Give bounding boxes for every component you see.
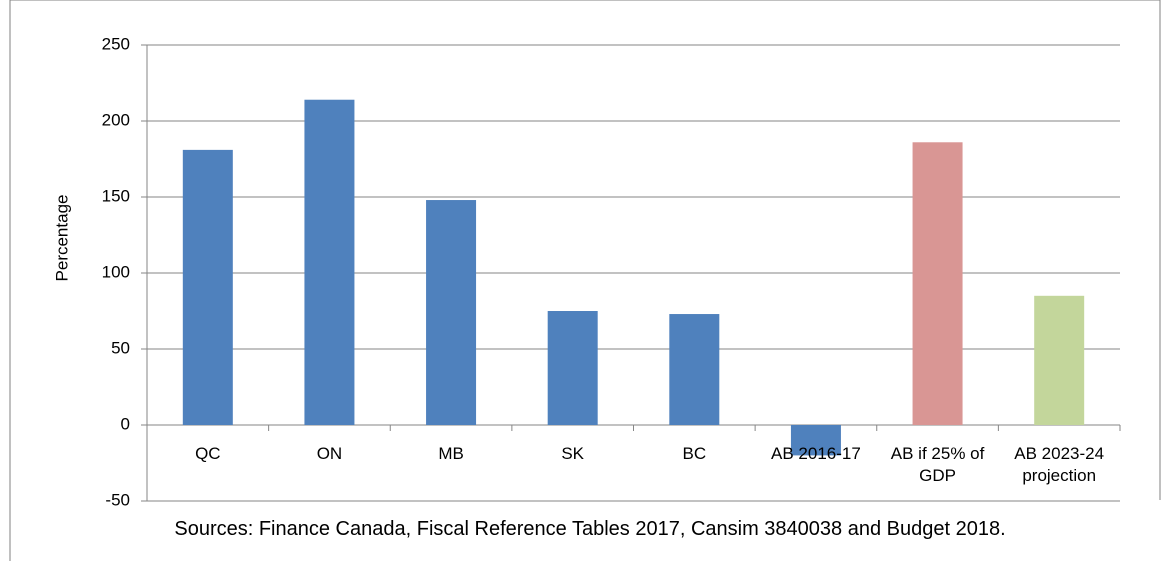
x-tick-label: MB bbox=[438, 444, 464, 463]
bar bbox=[669, 314, 720, 425]
bar bbox=[547, 311, 598, 425]
x-tick-label: AB 2023-24 projection bbox=[1014, 444, 1105, 485]
y-tick-label: 100 bbox=[102, 262, 130, 281]
y-tick-label: 250 bbox=[102, 34, 130, 53]
bar bbox=[182, 149, 233, 425]
bar bbox=[304, 99, 355, 425]
y-tick-label: 0 bbox=[121, 414, 130, 433]
x-tick-label: SK bbox=[561, 444, 585, 463]
x-tick-label: AB 2016-17 bbox=[771, 444, 861, 463]
x-tick-label: AB if 25% of GDP bbox=[890, 444, 985, 485]
y-tick-label: 200 bbox=[102, 110, 130, 129]
x-tick-label: BC bbox=[682, 444, 707, 463]
y-axis-title: Percentage bbox=[51, 194, 71, 282]
chart-frame bbox=[9, 0, 1161, 561]
source-note: Sources: Finance Canada, Fiscal Referenc… bbox=[174, 518, 1006, 540]
y-tick-label: -50 bbox=[105, 490, 130, 509]
bar bbox=[1034, 295, 1085, 425]
bar bbox=[912, 142, 963, 425]
x-tick-label: ON bbox=[316, 444, 343, 463]
bar bbox=[790, 425, 841, 456]
x-tick-label: QC bbox=[195, 444, 221, 463]
y-tick-label: 150 bbox=[102, 186, 130, 205]
y-tick-label: 50 bbox=[111, 338, 130, 357]
bar bbox=[426, 200, 477, 425]
